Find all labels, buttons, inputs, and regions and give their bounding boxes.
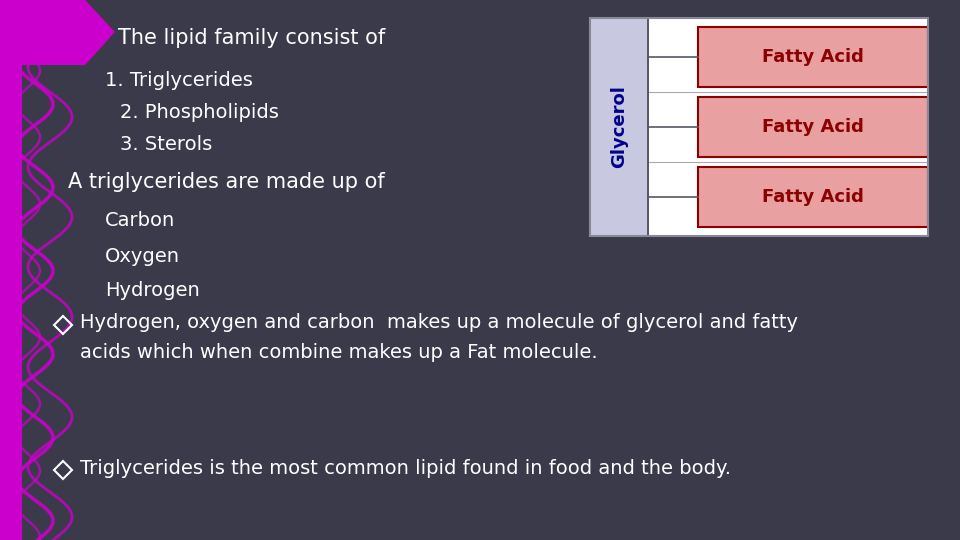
Text: Fatty Acid: Fatty Acid <box>762 188 864 206</box>
Text: 1. Triglycerides: 1. Triglycerides <box>105 71 252 90</box>
Text: acids which when combine makes up a Fat molecule.: acids which when combine makes up a Fat … <box>80 342 598 361</box>
Text: Triglycerides is the most common lipid found in food and the body.: Triglycerides is the most common lipid f… <box>80 458 731 477</box>
Text: 3. Sterols: 3. Sterols <box>120 134 212 153</box>
Polygon shape <box>85 0 115 65</box>
Text: A triglycerides are made up of: A triglycerides are made up of <box>68 172 385 192</box>
Bar <box>698 167 928 227</box>
Text: Hydrogen, oxygen and carbon  makes up a molecule of glycerol and fatty: Hydrogen, oxygen and carbon makes up a m… <box>80 313 798 332</box>
Bar <box>0 65 22 540</box>
Text: Fatty Acid: Fatty Acid <box>762 48 864 66</box>
Text: Carbon: Carbon <box>105 211 176 229</box>
Bar <box>0 0 85 65</box>
Text: Fatty Acid: Fatty Acid <box>762 118 864 136</box>
Text: 2. Phospholipids: 2. Phospholipids <box>120 104 278 123</box>
Bar <box>590 18 648 236</box>
Text: The lipid family consist of: The lipid family consist of <box>118 28 385 48</box>
Text: Hydrogen: Hydrogen <box>105 280 200 300</box>
Bar <box>698 97 928 157</box>
Text: Oxygen: Oxygen <box>105 246 180 266</box>
Bar <box>698 27 928 87</box>
Text: Glycerol: Glycerol <box>610 85 628 168</box>
Bar <box>590 18 928 236</box>
Bar <box>590 18 928 236</box>
